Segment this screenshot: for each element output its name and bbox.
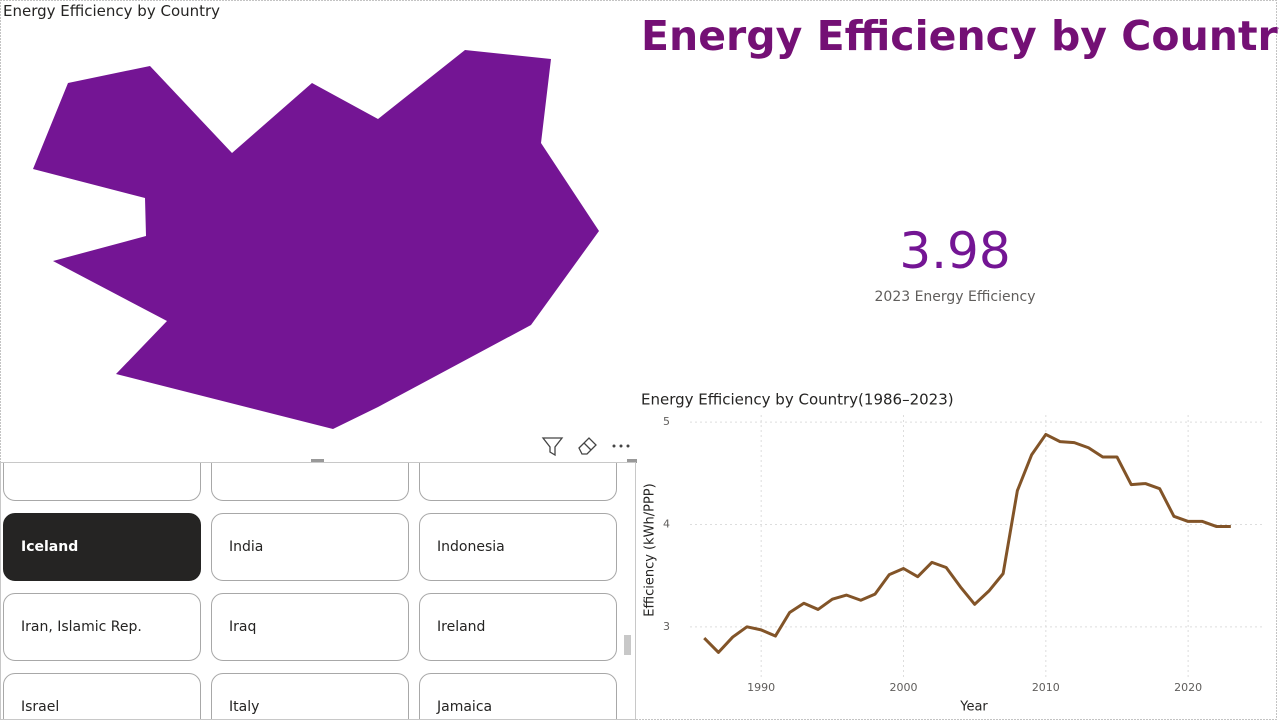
slicer-button[interactable]: Iran, Islamic Rep. bbox=[3, 593, 201, 661]
resize-handle bbox=[311, 459, 324, 463]
slicer-button[interactable]: Israel bbox=[3, 673, 201, 719]
slicer-button[interactable]: Iraq bbox=[211, 593, 409, 661]
card-label: 2023 Energy Efficiency bbox=[874, 289, 1036, 305]
slicer-button[interactable]: Italy bbox=[211, 673, 409, 719]
y-tick-label: 3 bbox=[663, 620, 670, 633]
scrollbar-thumb[interactable] bbox=[624, 635, 631, 655]
slicer-button[interactable]: Indonesia bbox=[419, 513, 617, 581]
page-title: Energy Efficiency by Country bbox=[641, 12, 1279, 60]
map-title: Energy Efficiency by Country bbox=[3, 2, 221, 20]
iceland-shape bbox=[33, 50, 599, 429]
slicer-button[interactable]: India bbox=[211, 513, 409, 581]
slicer-button-partial[interactable] bbox=[211, 463, 409, 501]
x-tick-label: 2000 bbox=[889, 681, 917, 694]
x-tick-label: 2020 bbox=[1174, 681, 1202, 694]
y-tick-label: 5 bbox=[663, 415, 670, 428]
chart-title: Energy Efficiency by Country(1986–2023) bbox=[641, 391, 954, 409]
slicer-button[interactable]: Iceland bbox=[3, 513, 201, 581]
resize-handle bbox=[627, 459, 637, 463]
x-axis-label: Year bbox=[959, 700, 988, 715]
card-value: 3.98 bbox=[899, 222, 1011, 280]
slicer-button[interactable]: Ireland bbox=[419, 593, 617, 661]
filter-icon[interactable] bbox=[541, 437, 564, 457]
slicer-button-partial[interactable] bbox=[3, 463, 201, 501]
y-tick-label: 4 bbox=[663, 517, 670, 530]
eraser-icon[interactable] bbox=[578, 437, 597, 455]
slicer-button[interactable]: Jamaica bbox=[419, 673, 617, 719]
x-tick-label: 2010 bbox=[1032, 681, 1060, 694]
y-axis-label: Efficiency (kWh/PPP) bbox=[643, 483, 658, 616]
x-tick-label: 1990 bbox=[747, 681, 775, 694]
line-series bbox=[703, 432, 1231, 654]
more-icon[interactable] bbox=[612, 444, 630, 448]
slicer-button-partial[interactable] bbox=[419, 463, 617, 501]
